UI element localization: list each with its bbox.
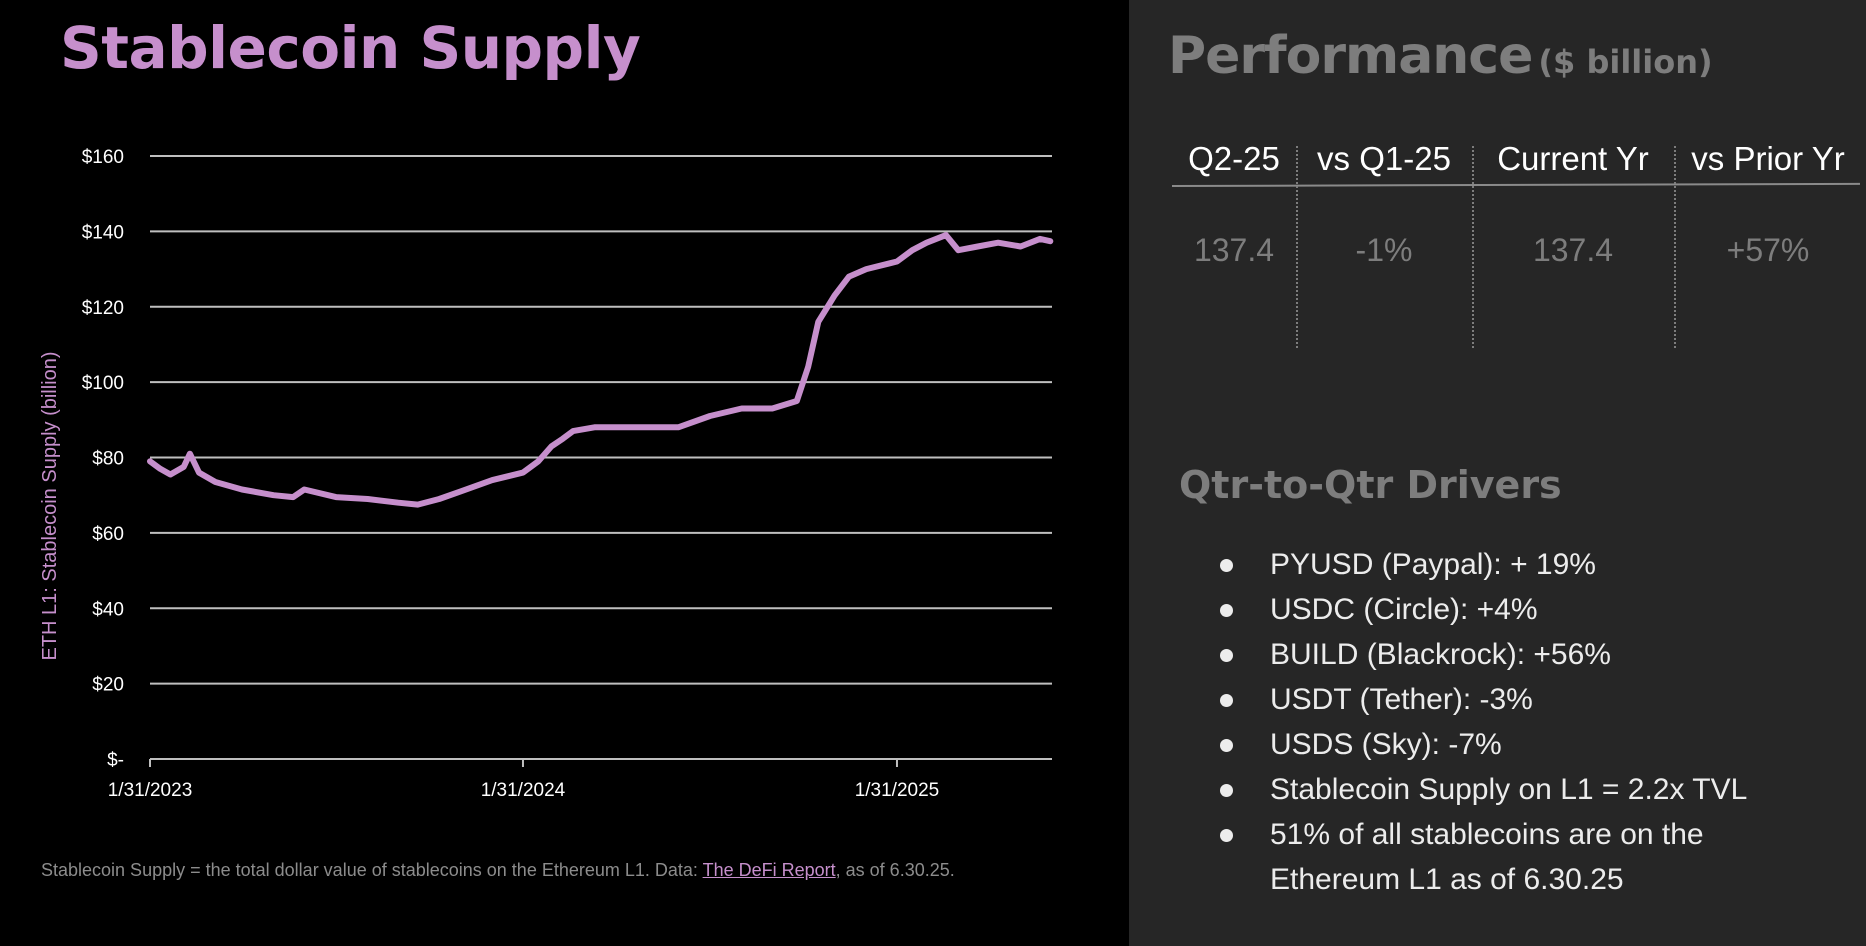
svg-text:$40: $40 [92, 599, 124, 620]
driver-text: Stablecoin Supply on L1 = 2.2x TVL [1270, 773, 1748, 806]
header-vs-prior-yr: vs Prior Yr [1691, 140, 1845, 177]
driver-item: Stablecoin Supply on L1 = 2.2x TVL [1218, 767, 1830, 812]
performance-header-row: Q2-25 vs Q1-25 Current Yr vs Prior Yr [1172, 140, 1862, 182]
bullet-icon [1220, 829, 1233, 842]
chart-panel [0, 0, 1129, 946]
column-divider [1296, 146, 1298, 348]
summary-panel [1129, 0, 1866, 946]
header-q2-25: Q2-25 [1188, 140, 1280, 177]
chart-title: Stablecoin Supply [60, 14, 641, 82]
bullet-icon [1220, 784, 1233, 797]
svg-text:$120: $120 [82, 298, 124, 319]
value-vs-prior-yr: +57% [1726, 232, 1810, 268]
svg-text:1/31/2024: 1/31/2024 [481, 780, 566, 801]
performance-heading: Performance [1168, 26, 1533, 86]
performance-unit: ($ billion) [1538, 43, 1713, 81]
svg-text:$140: $140 [82, 222, 124, 243]
svg-text:$60: $60 [92, 524, 124, 545]
performance-value-row: 137.4 -1% 137.4 +57% [1172, 232, 1862, 282]
header-vs-q1-25: vs Q1-25 [1317, 140, 1451, 177]
driver-item: USDS (Sky): -7% [1218, 722, 1830, 767]
svg-text:$-: $- [107, 750, 124, 771]
stablecoin-supply-chart: $- $20 $40 $60 $80 $100 $120 $140 $160 1/31/2023… [39, 147, 1054, 801]
driver-item: 51% of all stablecoins are on the Ethere… [1218, 812, 1830, 902]
driver-item: PYUSD (Paypal): + 19% [1218, 542, 1830, 587]
svg-text:1/31/2025: 1/31/2025 [855, 780, 940, 801]
value-current-yr: 137.4 [1532, 232, 1614, 268]
driver-text: USDS (Sky): -7% [1270, 728, 1502, 761]
column-divider [1674, 146, 1676, 348]
driver-text: USDT (Tether): -3% [1270, 683, 1533, 716]
svg-text:1/31/2023: 1/31/2023 [108, 780, 193, 801]
svg-text:$20: $20 [92, 675, 124, 696]
performance-title: Performance ($ billion) [1168, 26, 1713, 86]
value-q2-25: 137.4 [1193, 232, 1275, 268]
bullet-icon [1220, 694, 1233, 707]
chart-gridlines [150, 155, 1052, 760]
header-divider [1171, 182, 1860, 187]
footnote-text: Stablecoin Supply = the total dollar val… [41, 860, 703, 880]
driver-text: PYUSD (Paypal): + 19% [1270, 548, 1596, 581]
supply-line [147, 232, 1054, 508]
bullet-icon [1220, 739, 1233, 752]
chart-footnote: Stablecoin Supply = the total dollar val… [41, 860, 955, 881]
performance-table: Q2-25 vs Q1-25 Current Yr vs Prior Yr 13… [1171, 140, 1862, 350]
driver-text: USDC (Circle): +4% [1270, 593, 1538, 626]
y-axis-tick-labels: $- $20 $40 $60 $80 $100 $120 $140 $160 [82, 147, 124, 771]
header-current-yr: Current Yr [1497, 140, 1649, 177]
drivers-title: Qtr-to-Qtr Drivers [1179, 463, 1562, 507]
driver-item: USDC (Circle): +4% [1218, 587, 1830, 632]
bullet-icon [1220, 604, 1233, 617]
x-axis: 1/31/2023 1/31/2024 1/31/2025 [108, 759, 940, 801]
svg-text:$160: $160 [82, 147, 124, 168]
svg-text:$80: $80 [92, 449, 124, 470]
value-vs-q1-25: -1% [1355, 232, 1413, 268]
bullet-icon [1220, 649, 1233, 662]
column-divider [1472, 146, 1474, 348]
driver-text: BUILD (Blackrock): +56% [1270, 638, 1611, 671]
defi-report-link[interactable]: The DeFi Report [702, 860, 836, 880]
driver-item: BUILD (Blackrock): +56% [1218, 632, 1830, 677]
svg-text:$100: $100 [82, 373, 124, 394]
y-axis-label: ETH L1: Stablecoin Supply (billion) [39, 351, 61, 660]
footnote-suffix: , as of 6.30.25. [835, 860, 955, 880]
driver-text: 51% of all stablecoins are on the Ethere… [1270, 818, 1704, 896]
drivers-list: PYUSD (Paypal): + 19% USDC (Circle): +4%… [1218, 542, 1830, 902]
driver-item: USDT (Tether): -3% [1218, 677, 1830, 722]
bullet-icon [1220, 559, 1233, 572]
